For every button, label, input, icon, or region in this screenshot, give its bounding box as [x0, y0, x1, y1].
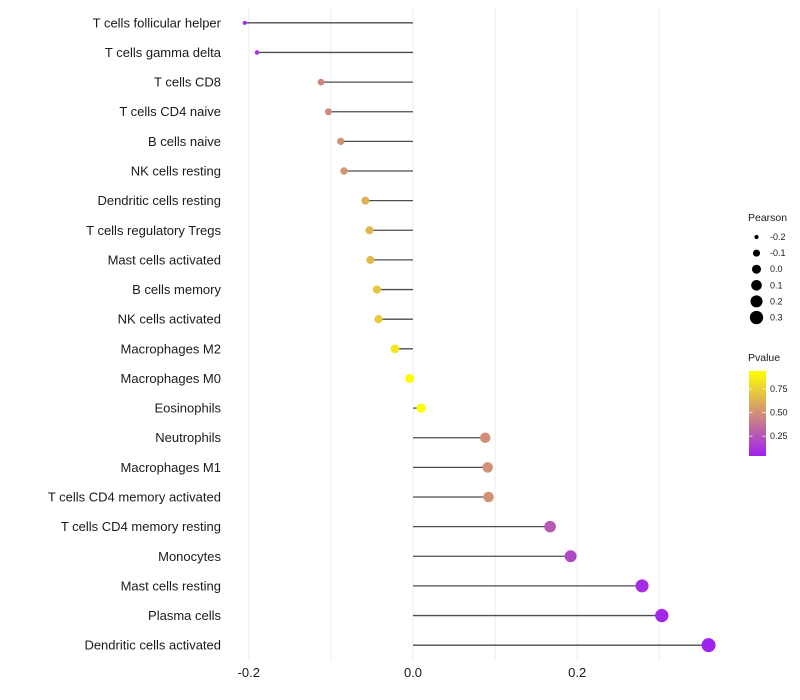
y-axis-label: Eosinophils [155, 401, 222, 416]
y-axis-label: Dendritic cells activated [84, 638, 221, 653]
lollipop-row [390, 344, 413, 354]
y-axis-label: NK cells activated [118, 312, 221, 327]
lollipop-dot [374, 315, 383, 324]
lollipop-row [374, 315, 413, 324]
legend-color-tick-label: 0.25 [770, 431, 788, 441]
legend-size-label: -0.1 [770, 248, 786, 258]
y-axis-label: Neutrophils [155, 430, 221, 445]
lollipop-dot [324, 108, 332, 116]
lollipop-row [337, 137, 413, 146]
legend-size-dot [750, 295, 763, 308]
legend-size-label: 0.3 [770, 313, 783, 323]
x-axis-tick-labels: -0.2 0.0 0.2 [238, 665, 587, 680]
y-axis-label: T cells CD8 [154, 75, 221, 90]
lollipop-dot [254, 50, 260, 55]
lollipop-dot [480, 432, 491, 443]
y-axis-label: Macrophages M1 [121, 460, 221, 475]
lollipop-dot [564, 550, 577, 563]
y-axis-label: T cells regulatory Tregs [86, 223, 221, 238]
y-axis-label: Mast cells activated [108, 252, 221, 267]
lollipop-row [413, 579, 649, 593]
y-axis-label: T cells gamma delta [105, 45, 222, 60]
lollipop-dot [416, 403, 426, 413]
lollipop-row [372, 285, 413, 294]
lollipop-dot [340, 167, 348, 175]
lollipop-row [413, 550, 577, 563]
x-axis-tick-label: -0.2 [238, 665, 260, 680]
y-axis-label: T cells follicular helper [93, 15, 222, 30]
lollipop-row [366, 255, 413, 264]
lollipop-dot [317, 78, 325, 86]
lollipop-dot [405, 373, 415, 383]
legend-color-tick-label: 0.50 [770, 408, 788, 418]
legend-size-dot [754, 234, 759, 240]
lollipop-row [413, 432, 491, 443]
y-axis-label: Monocytes [158, 549, 221, 564]
lollipop-dot [390, 344, 400, 354]
lollipop-row [413, 608, 669, 623]
legend-size-label: 0.2 [770, 296, 783, 306]
lollipop-dot [372, 285, 381, 294]
lollipop-dot [635, 579, 649, 593]
y-axis-label: Mast cells resting [121, 578, 221, 593]
x-axis-tick-label: 0.0 [404, 665, 422, 680]
lollipop-row [317, 78, 413, 86]
legend-size-entries: -0.2 -0.1 0.0 0.1 0.2 0.3 [749, 232, 786, 325]
x-axis-tick-label: 0.2 [568, 665, 586, 680]
lollipop-row [361, 196, 413, 205]
legend-size-dot [749, 310, 764, 325]
y-axis-label: Macrophages M2 [121, 341, 221, 356]
lollipop-rows [242, 20, 716, 653]
lollipop-row [340, 167, 413, 175]
lollipop-row [242, 20, 413, 25]
y-axis-label: NK cells resting [131, 164, 221, 179]
lollipop-dot [483, 491, 494, 503]
y-axis-label: T cells CD4 naive [119, 104, 221, 119]
y-axis-label: B cells naive [148, 134, 221, 149]
legend-size-title: Pearson [748, 212, 787, 224]
legend: Pearson -0.2 -0.1 0.0 0.1 0.2 0.3 Pvalue 0.75… [748, 212, 788, 456]
legend-size-dot [751, 279, 762, 291]
lollipop-dot [655, 608, 669, 623]
legend-color-tick-label: 0.75 [770, 384, 788, 394]
lollipop-dot [365, 226, 374, 235]
legend-size-label: -0.2 [770, 232, 786, 242]
lollipop-dot [366, 255, 375, 264]
legend-color-title: Pvalue [748, 352, 780, 364]
y-axis-label: Dendritic cells resting [97, 193, 221, 208]
legend-colorbar-ticks: 0.75 0.50 0.25 [749, 384, 788, 441]
lollipop-dot [544, 520, 556, 533]
lollipop-row [405, 373, 415, 383]
y-axis-labels: T cells follicular helper T cells gamma d… [48, 15, 222, 652]
legend-size-label: 0.1 [770, 280, 783, 290]
lollipop-row [254, 50, 413, 55]
legend-size-dot [752, 249, 761, 257]
lollipop-row [413, 491, 494, 503]
lollipop-row [324, 108, 413, 116]
lollipop-row [413, 462, 493, 473]
lollipop-row [413, 403, 426, 413]
y-axis-label: T cells CD4 memory resting [61, 519, 221, 534]
y-axis-label: Plasma cells [148, 608, 221, 623]
lollipop-row [365, 226, 413, 235]
legend-size-dot [751, 264, 762, 274]
lollipop-dot [361, 196, 370, 205]
lollipop-dot [482, 462, 493, 473]
lollipop-row [413, 520, 556, 533]
y-axis-label: T cells CD4 memory activated [48, 490, 221, 505]
lollipop-dot [242, 20, 247, 25]
legend-colorbar [749, 371, 766, 456]
lollipop-dot [337, 137, 345, 146]
y-axis-label: B cells memory [132, 282, 221, 297]
gridlines [248, 8, 660, 660]
legend-size-label: 0.0 [770, 264, 783, 274]
lollipop-row [413, 638, 716, 653]
lollipop-dot [701, 638, 716, 653]
y-axis-label: Macrophages M0 [121, 371, 221, 386]
